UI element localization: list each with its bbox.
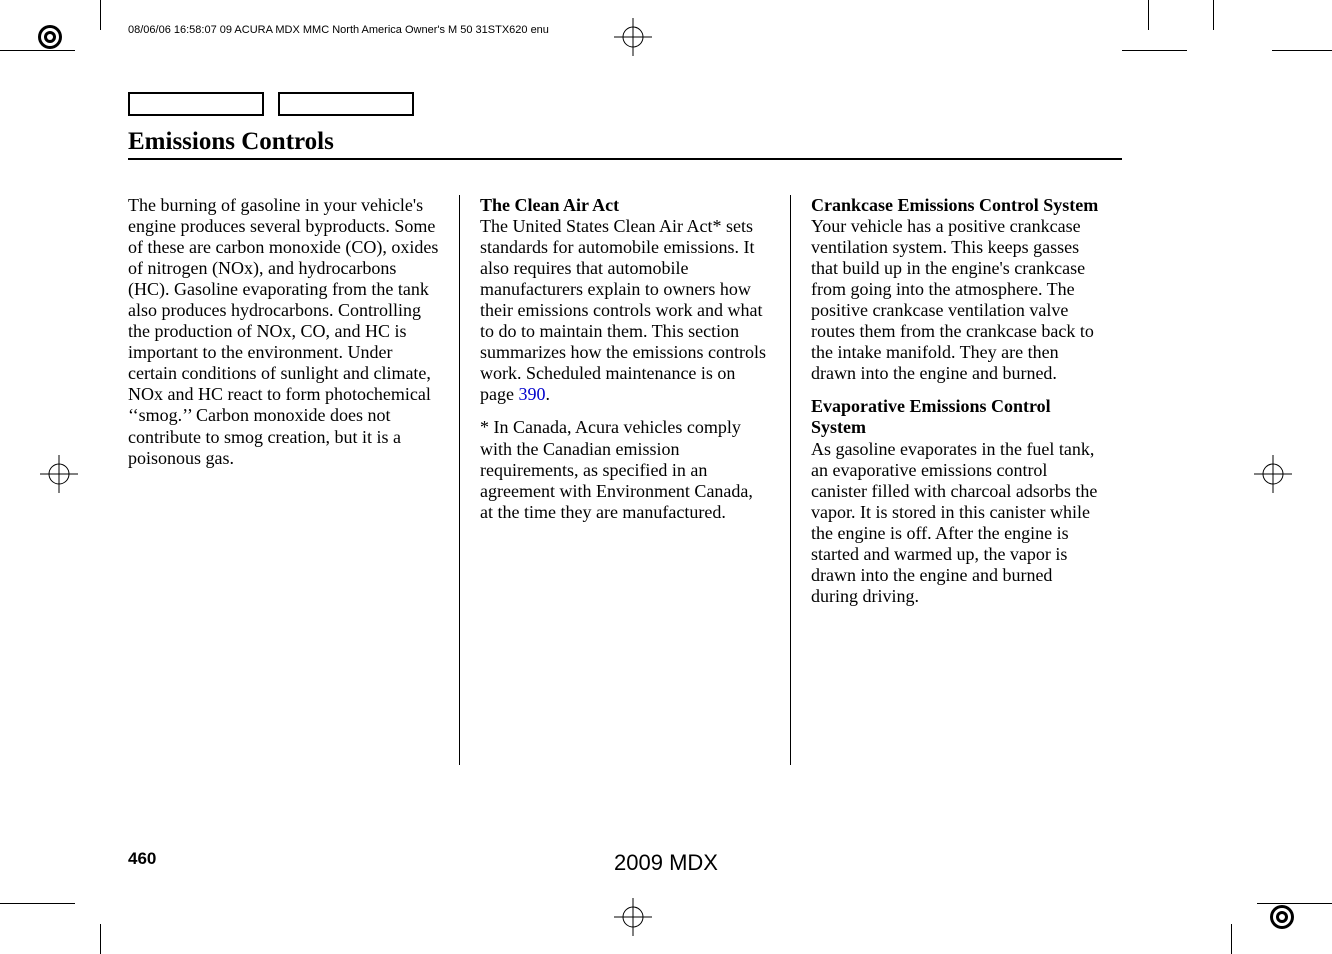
- crop-mark: [1272, 50, 1332, 51]
- crop-mark: [1257, 903, 1332, 904]
- column-1: The burning of gasoline in your vehicle'…: [128, 195, 459, 765]
- body-paragraph: Crankcase Emissions Control System Your …: [811, 195, 1101, 384]
- crosshair-icon: [40, 455, 78, 493]
- column-3: Crankcase Emissions Control System Your …: [790, 195, 1121, 765]
- body-paragraph: The Clean Air Act The United States Clea…: [480, 195, 770, 405]
- tab-boxes: [128, 92, 414, 116]
- section-heading: The Clean Air Act: [480, 195, 619, 215]
- page-number: 460: [128, 849, 156, 869]
- tab-box: [278, 92, 414, 116]
- crop-mark: [1213, 0, 1214, 30]
- body-text: Your vehicle has a positive crankcase ve…: [811, 216, 1094, 383]
- body-text: As gasoline evaporates in the fuel tank,…: [811, 439, 1097, 606]
- page-reference-link[interactable]: 390: [518, 384, 545, 404]
- crosshair-icon: [614, 898, 652, 936]
- body-paragraph: The burning of gasoline in your vehicle'…: [128, 195, 439, 469]
- crop-mark: [0, 50, 75, 51]
- body-text: The United States Clean Air Act* sets st…: [480, 216, 766, 404]
- registration-mark-icon: [1268, 903, 1296, 931]
- crop-mark: [0, 903, 75, 904]
- page-title: Emissions Controls: [128, 128, 334, 156]
- crop-mark: [100, 0, 101, 30]
- crop-mark: [100, 924, 101, 954]
- footer-model: 2009 MDX: [614, 850, 718, 876]
- crop-mark: [1231, 924, 1232, 954]
- body-paragraph: * In Canada, Acura vehicles comply with …: [480, 417, 770, 522]
- title-underline: [128, 158, 1122, 160]
- section-heading: Evaporative Emissions Control System: [811, 396, 1051, 437]
- column-2: The Clean Air Act The United States Clea…: [459, 195, 790, 765]
- print-header-line: 08/06/06 16:58:07 09 ACURA MDX MMC North…: [128, 24, 549, 36]
- registration-mark-icon: [36, 23, 64, 51]
- content-area: The burning of gasoline in your vehicle'…: [128, 195, 1122, 765]
- crosshair-icon: [1254, 455, 1292, 493]
- crop-mark: [1148, 0, 1149, 30]
- body-text: .: [545, 384, 550, 404]
- body-paragraph: Evaporative Emissions Control System As …: [811, 396, 1101, 606]
- section-heading: Crankcase Emissions Control System: [811, 195, 1098, 215]
- crop-mark: [1122, 50, 1187, 51]
- tab-box: [128, 92, 264, 116]
- crosshair-icon: [614, 18, 652, 56]
